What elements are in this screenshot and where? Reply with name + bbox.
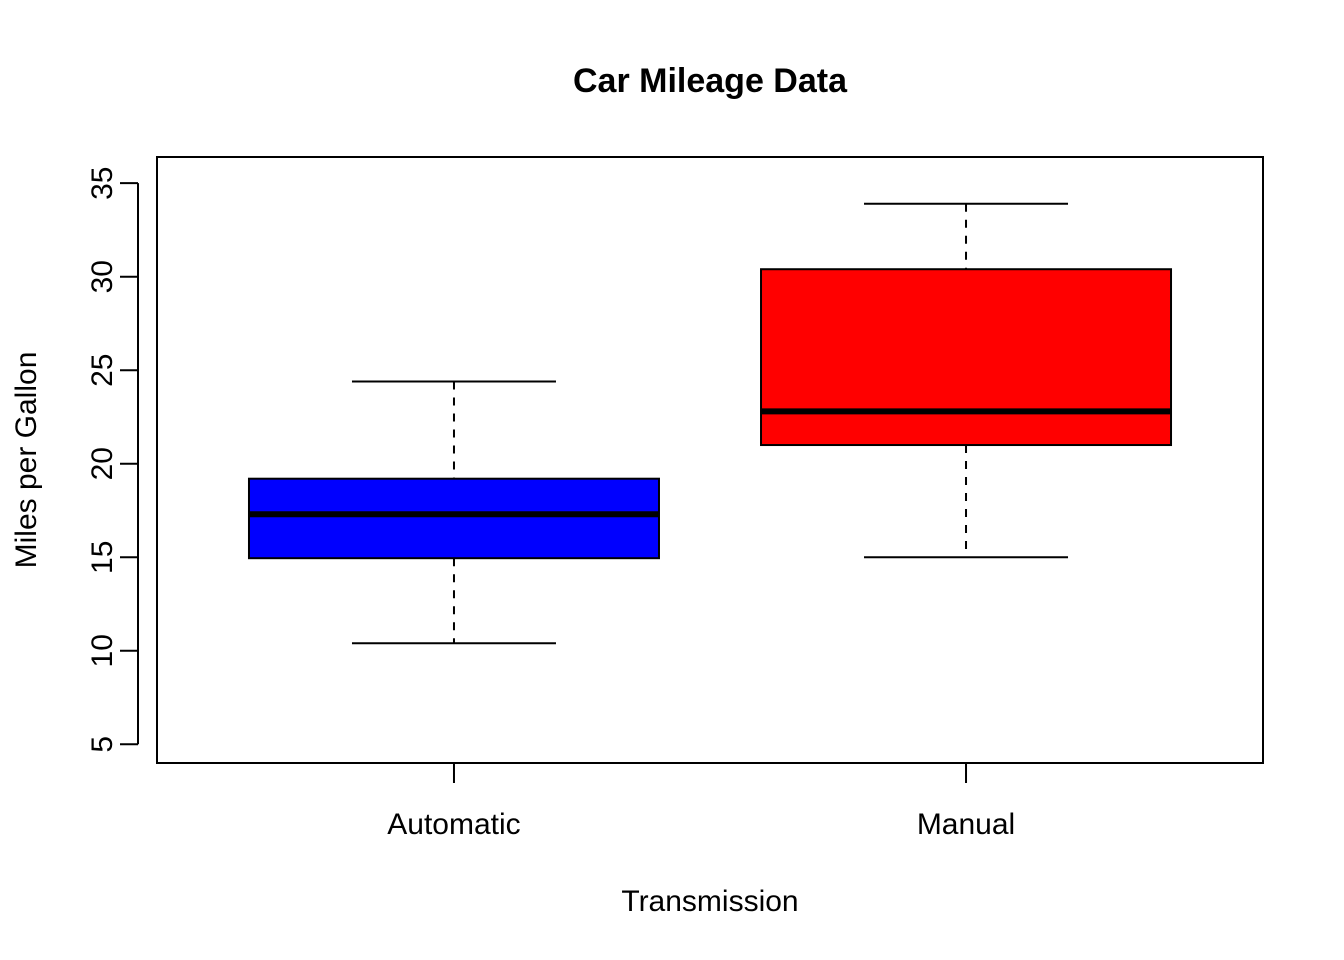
plot-frame [156, 156, 1264, 764]
y-axis: 5 10 15 20 25 30 35 [86, 166, 139, 753]
y-axis-label: Miles per Gallon [10, 352, 43, 569]
x-axis: Automatic Manual [387, 763, 1015, 841]
y-tick-label: 5 [86, 736, 119, 753]
chart-title: Car Mileage Data [573, 62, 848, 100]
iqr-box [760, 268, 1173, 447]
box-manual [760, 202, 1173, 559]
y-tick-label: 10 [86, 634, 119, 667]
y-tick-label: 15 [86, 541, 119, 574]
x-tick-label: Manual [917, 808, 1015, 841]
y-tick-label: 25 [86, 354, 119, 387]
y-tick-label: 20 [86, 447, 119, 480]
x-axis-label: Transmission [621, 885, 798, 918]
y-tick-label: 35 [86, 166, 119, 199]
y-tick-label: 30 [86, 260, 119, 293]
boxes-group [247, 202, 1173, 645]
x-tick-label: Automatic [387, 808, 520, 841]
iqr-box [247, 477, 660, 560]
box-automatic [247, 380, 660, 645]
